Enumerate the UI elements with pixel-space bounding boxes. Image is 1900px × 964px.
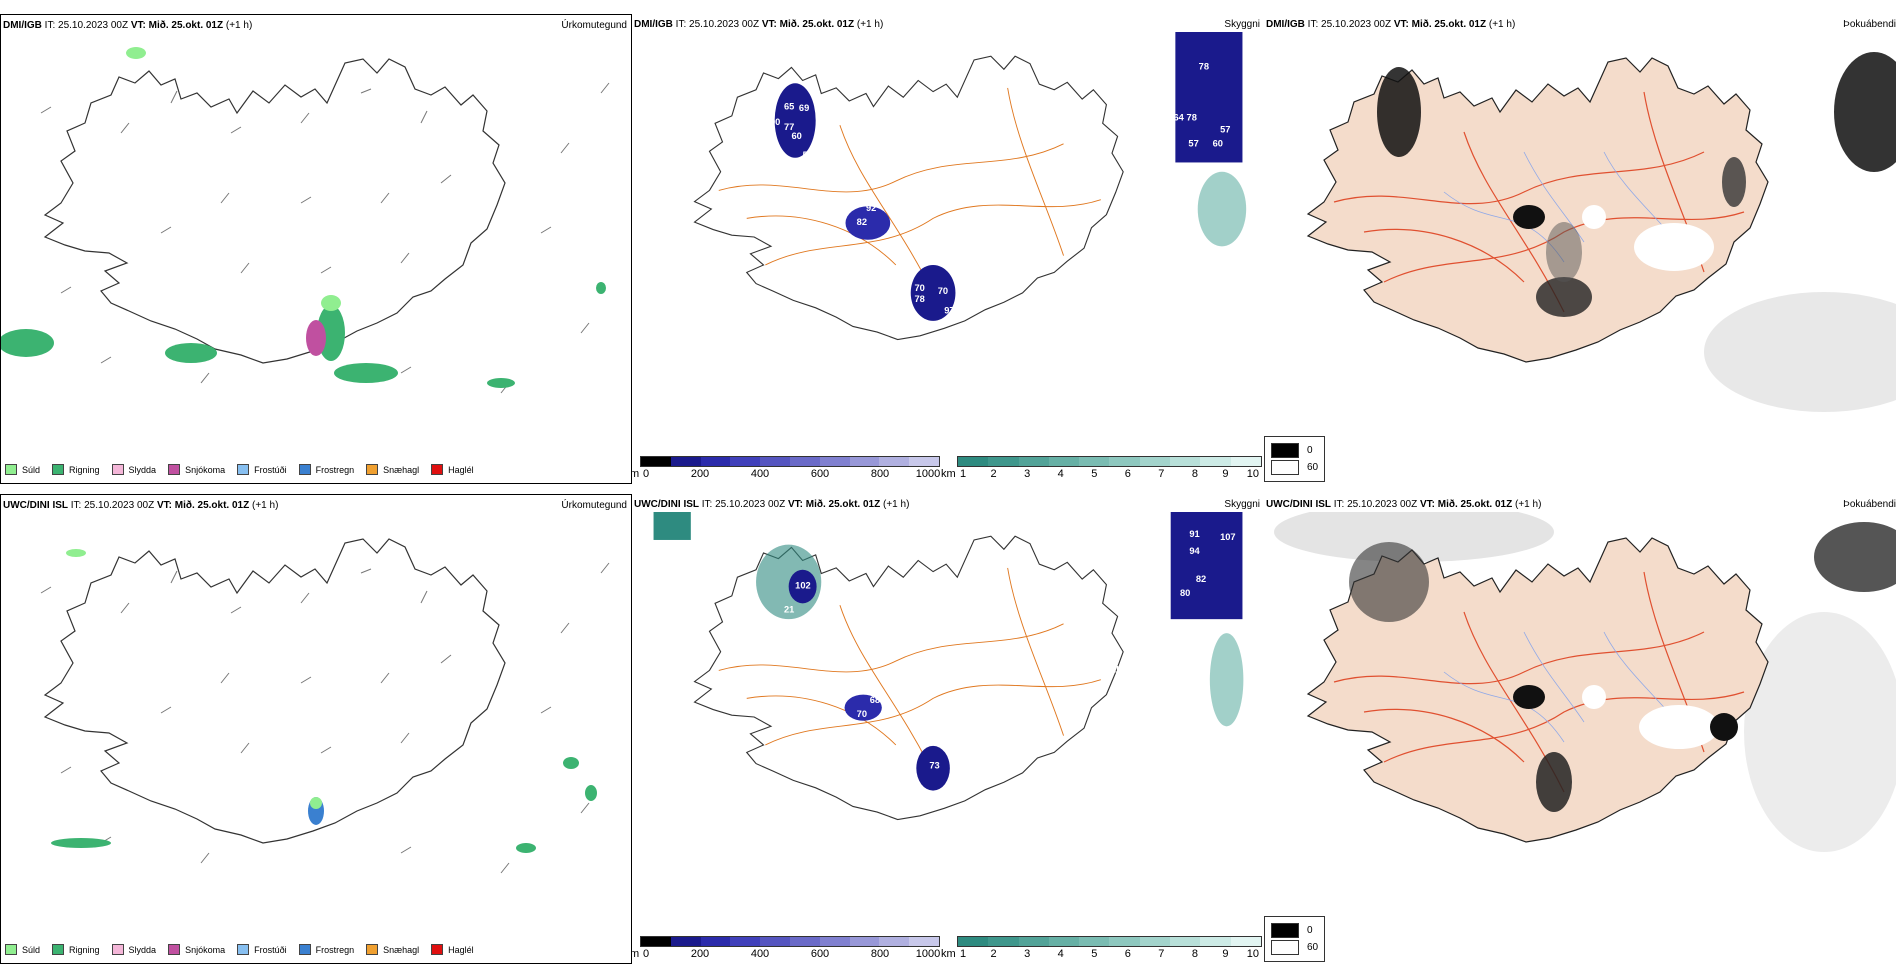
precip-map [40, 538, 610, 874]
panel-title: UWC/DINI ISL IT: 25.10.2023 00Z VT: Mið.… [634, 499, 910, 510]
precip-legend: Súld Rigning Slydda Snjókoma Frostúði Fr… [5, 464, 486, 475]
value-label: 102 [795, 580, 811, 590]
value-label: 94 [1189, 546, 1200, 556]
height-colorbar: m 0 200 400 600 800 1000 [632, 936, 940, 964]
colorbar-tick: 1000 [915, 468, 941, 480]
legend-item: Haglél [431, 464, 474, 475]
panel-title: UWC/DINI ISL IT: 25.10.2023 00Z VT: Mið.… [3, 500, 279, 511]
legend-item: Frostúði [237, 464, 287, 475]
colorbar-tick: 10 [1246, 468, 1259, 480]
fog-legend: 0 60 [1264, 436, 1326, 482]
variable-name: Skyggni [1224, 499, 1260, 510]
colorbar-tick: 7 [1158, 468, 1165, 480]
value-label: 107 [1220, 532, 1236, 542]
value-label: 90 [770, 117, 780, 127]
colorbar-tick: 1 [960, 468, 967, 480]
fog-map [1307, 52, 1896, 412]
variable-name: Úrkomutegund [561, 20, 627, 31]
legend-item: Frostregn [298, 464, 354, 475]
value-label: 90 [942, 317, 952, 327]
legend-item: 60 [1271, 460, 1318, 475]
colorbar-tick: 8 [1191, 468, 1198, 480]
colorbar-tick: 5 [1091, 468, 1098, 480]
value-label: 70 [914, 283, 924, 293]
variable-name: Skyggni [1224, 19, 1260, 30]
colorbar-unit: m [632, 468, 640, 480]
value-label: 69 [799, 103, 809, 113]
colorbar-unit: km [941, 468, 956, 480]
precip-map [1, 47, 610, 394]
value-label: 82 [1196, 574, 1206, 584]
fog-panel-top: DMI/IGB IT: 25.10.2023 00Z VT: Mið. 25.o… [1264, 14, 1900, 484]
fog-panel-bottom: UWC/DINI ISL IT: 25.10.2023 00Z VT: Mið.… [1264, 494, 1900, 964]
variable-name: Þokuábendi [1843, 499, 1896, 510]
value-label: 78 [931, 791, 941, 801]
legend-item: 60 [1271, 940, 1318, 955]
panel-title: UWC/DINI ISL IT: 25.10.2023 00Z VT: Mið.… [1266, 499, 1542, 510]
colorbar-tick: 600 [810, 468, 830, 480]
legend-item: Rigning [52, 464, 100, 475]
value-label: 60 [791, 131, 801, 141]
value-label: 91 [1189, 529, 1199, 539]
variable-name: Þokuábendi [1843, 19, 1896, 30]
value-label: 57 [1220, 125, 1230, 135]
value-label: 16 [1129, 532, 1139, 542]
value-label: 78 [1199, 61, 1209, 71]
legend-item: Snæhagl [366, 464, 419, 475]
value-label: 57 [1188, 139, 1198, 149]
visibility-colorbar: km 1 2 3 4 5 6 7 8 9 10 [941, 936, 1262, 964]
value-label: 78 [914, 294, 924, 304]
legend-item: 0 [1271, 443, 1318, 458]
value-label: 60 [1213, 139, 1223, 149]
value-label: 80 [1180, 588, 1190, 598]
value-label: 70 [938, 286, 948, 296]
value-label: 21 [784, 605, 794, 615]
value-label: 77 [784, 122, 794, 132]
visibility-colorbar: km 1 2 3 4 5 6 7 8 9 10 [941, 456, 1262, 484]
value-label: 78 [1187, 113, 1197, 123]
colorbar-tick: 0 [642, 468, 650, 480]
variable-name: Úrkomutegund [561, 500, 627, 511]
precip-type-panel-top: DMI/IGB IT: 25.10.2023 00Z VT: Mið. 25.o… [0, 14, 632, 484]
value-label: 64 [1174, 113, 1185, 123]
colorbar-tick: 3 [1024, 468, 1031, 480]
colorbar-tick: 2 [990, 468, 997, 480]
precip-type-panel-bottom: UWC/DINI ISL IT: 25.10.2023 00Z VT: Mið.… [0, 494, 632, 964]
fog-legend: 0 60 [1264, 916, 1326, 962]
cloud-base-panel-top: DMI/IGB IT: 25.10.2023 00Z VT: Mið. 25.o… [632, 14, 1264, 484]
cloud-base-map: 65 69 90 77 60 54 92 82 70 70 78 97 90 7… [693, 32, 1247, 341]
value-label: 82 [857, 217, 867, 227]
panel-title: DMI/IGB IT: 25.10.2023 00Z VT: Mið. 25.o… [1266, 19, 1516, 30]
value-label: 70 [857, 709, 867, 719]
value-label: 13 [1115, 664, 1125, 674]
value-label: 65 [784, 101, 794, 111]
value-label: 54 [803, 150, 814, 160]
value-label: 92 [866, 203, 876, 213]
value-label: 97 [944, 305, 954, 315]
value-label: 73 [929, 760, 939, 770]
legend-item: Snjókoma [168, 464, 225, 475]
fog-map [1274, 512, 1896, 852]
colorbar-tick: 800 [870, 468, 890, 480]
legend-item: Slydda [111, 464, 156, 475]
colorbar-tick: 9 [1222, 468, 1229, 480]
colorbar-tick: 200 [690, 468, 710, 480]
cloud-base-map: 102 21 68 70 73 78 16 91 107 94 82 80 13 [653, 512, 1244, 821]
colorbar-tick: 400 [750, 468, 770, 480]
colorbar-tick: 4 [1057, 468, 1064, 480]
legend-item: Súld [5, 464, 40, 475]
cloud-base-panel-bottom: UWC/DINI ISL IT: 25.10.2023 00Z VT: Mið.… [632, 494, 1264, 964]
panel-title: DMI/IGB IT: 25.10.2023 00Z VT: Mið. 25.o… [634, 19, 884, 30]
height-colorbar: m 0 200 400 600 800 1000 [632, 456, 941, 484]
value-label: 68 [870, 695, 880, 705]
legend-item: 0 [1271, 923, 1318, 938]
panel-title: DMI/IGB IT: 25.10.2023 00Z VT: Mið. 25.o… [3, 20, 253, 31]
colorbar-tick: 6 [1124, 468, 1131, 480]
